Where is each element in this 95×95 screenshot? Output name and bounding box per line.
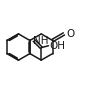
- Text: NH: NH: [32, 36, 48, 46]
- Text: OH: OH: [50, 41, 66, 51]
- Text: O: O: [66, 29, 75, 39]
